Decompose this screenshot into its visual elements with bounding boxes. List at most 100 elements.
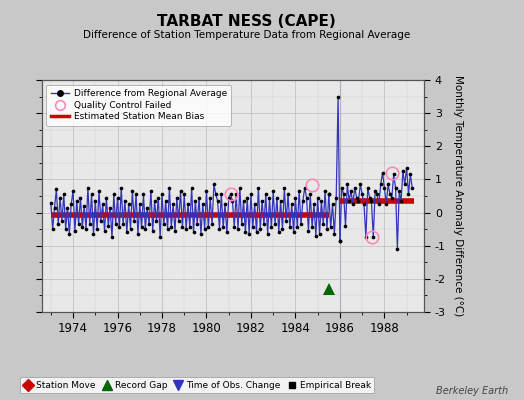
Point (73, 198, 81, 204)
Point (253, 229, 261, 236)
Point (84, 184, 92, 191)
Point (347, 188, 355, 194)
Point (299, 198, 307, 204)
Point (373, 191, 381, 198)
Point (101, 228, 109, 234)
Point (210, 181, 218, 188)
Point (141, 226, 149, 232)
Point (354, 198, 363, 204)
Point (317, 198, 325, 204)
Point (177, 188, 185, 194)
Point (160, 221, 168, 227)
Point (119, 221, 127, 227)
Point (91, 198, 100, 204)
Point (65, 231, 73, 237)
Point (219, 224, 227, 231)
Point (386, 191, 394, 198)
Point (269, 188, 277, 194)
Point (267, 224, 276, 231)
Point (136, 201, 144, 208)
Point (284, 191, 292, 198)
Point (313, 194, 322, 201)
Point (185, 224, 194, 231)
Point (108, 234, 116, 241)
Point (137, 224, 146, 231)
Point (250, 201, 259, 208)
Point (184, 201, 192, 208)
Point (304, 228, 313, 234)
Point (364, 184, 372, 191)
Point (282, 218, 290, 224)
Point (286, 224, 294, 231)
Point (113, 194, 122, 201)
Point (61, 226, 70, 232)
Point (58, 218, 66, 224)
Point (228, 198, 237, 204)
Point (202, 188, 211, 194)
Point (148, 228, 157, 234)
Point (215, 226, 224, 232)
Point (230, 224, 238, 231)
Point (258, 198, 266, 204)
Point (377, 181, 385, 188)
Point (272, 194, 281, 201)
Point (80, 203, 89, 209)
Point (193, 221, 201, 227)
Point (47, 200, 55, 206)
Point (102, 194, 111, 201)
Point (340, 191, 348, 198)
Point (336, 238, 344, 244)
Point (310, 201, 318, 208)
Point (63, 204, 72, 211)
Point (375, 201, 383, 208)
Point (172, 194, 181, 201)
Text: TARBAT NESS (CAPE): TARBAT NESS (CAPE) (157, 14, 336, 29)
Point (336, 238, 344, 244)
Point (50, 204, 59, 211)
Point (152, 218, 161, 224)
Point (213, 198, 222, 204)
Point (245, 231, 253, 237)
Point (71, 228, 79, 234)
Point (163, 226, 172, 232)
Point (256, 226, 265, 232)
Point (54, 221, 62, 227)
Point (156, 234, 165, 241)
Point (167, 224, 176, 231)
Point (191, 198, 200, 204)
Point (341, 223, 350, 229)
Legend: Station Move, Record Gap, Time of Obs. Change, Empirical Break: Station Move, Record Gap, Time of Obs. C… (20, 377, 375, 394)
Text: Difference of Station Temperature Data from Regional Average: Difference of Station Temperature Data f… (83, 30, 410, 40)
Point (139, 191, 148, 198)
Point (110, 191, 118, 198)
Point (143, 204, 151, 211)
Point (334, 93, 342, 100)
Point (397, 198, 405, 204)
Point (365, 194, 374, 201)
Point (326, 224, 335, 231)
Point (78, 224, 86, 231)
Point (89, 231, 97, 237)
Point (115, 224, 124, 231)
Point (277, 198, 285, 204)
Point (291, 194, 300, 201)
Point (319, 221, 328, 227)
Point (132, 191, 140, 198)
Text: Berkeley Earth: Berkeley Earth (436, 386, 508, 396)
Point (389, 171, 398, 178)
Point (204, 224, 213, 231)
Point (196, 231, 205, 237)
Point (330, 231, 339, 237)
Point (99, 201, 107, 208)
Point (128, 188, 137, 194)
Point (353, 194, 361, 201)
Point (382, 201, 390, 208)
Point (384, 181, 392, 188)
Point (247, 191, 255, 198)
Point (295, 188, 303, 194)
Point (88, 191, 96, 198)
Point (301, 184, 309, 191)
Point (48, 226, 57, 232)
Point (158, 191, 166, 198)
Point (225, 194, 233, 201)
